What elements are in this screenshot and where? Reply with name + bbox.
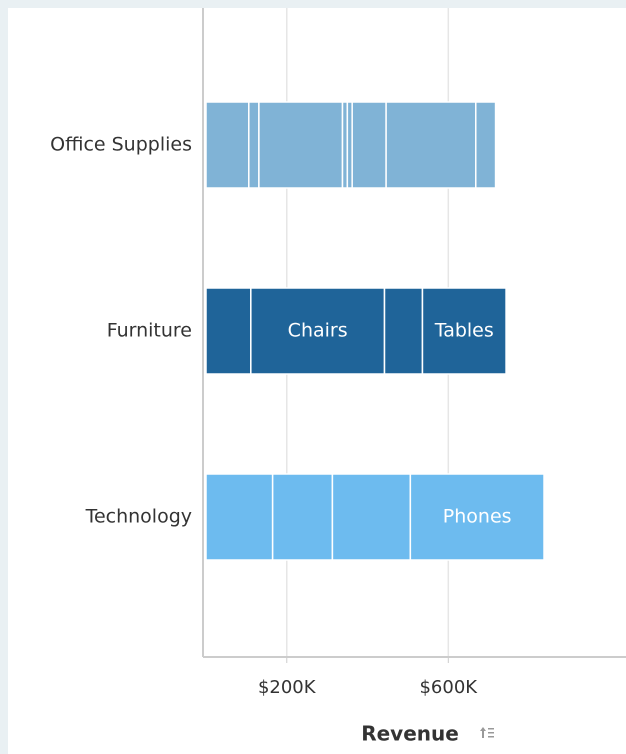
bar-segment <box>383 287 424 375</box>
bar-segment <box>409 473 545 561</box>
bar-segment <box>421 287 507 375</box>
x-tick-label: $200K <box>258 677 317 698</box>
y-tick-label: Furniture <box>107 320 192 342</box>
x-tick-label: $600K <box>419 677 478 698</box>
bar-segment <box>205 287 252 375</box>
bar-segment <box>250 287 386 375</box>
bar-segment <box>205 101 250 189</box>
segment-label: Chairs <box>288 320 348 342</box>
sort-bar[interactable] <box>488 736 494 738</box>
sort-bar[interactable] <box>488 732 494 734</box>
y-tick-label: Office Supplies <box>50 134 192 156</box>
bar-segment <box>271 473 334 561</box>
bar-segment <box>385 101 477 189</box>
bar-segment <box>205 473 274 561</box>
segment-label: Tables <box>434 320 494 342</box>
sort-arrow[interactable] <box>480 727 486 738</box>
x-axis-title: Revenue <box>361 722 459 746</box>
bar-segment <box>351 101 387 189</box>
y-tick-label: Technology <box>85 506 192 528</box>
sort-icon[interactable] <box>480 727 494 738</box>
bar-segment <box>475 101 497 189</box>
bar-segment <box>248 101 260 189</box>
bar-segment <box>258 101 344 189</box>
segment-label: Phones <box>443 506 512 528</box>
bar-segment <box>331 473 412 561</box>
sort-bar[interactable] <box>488 728 494 730</box>
